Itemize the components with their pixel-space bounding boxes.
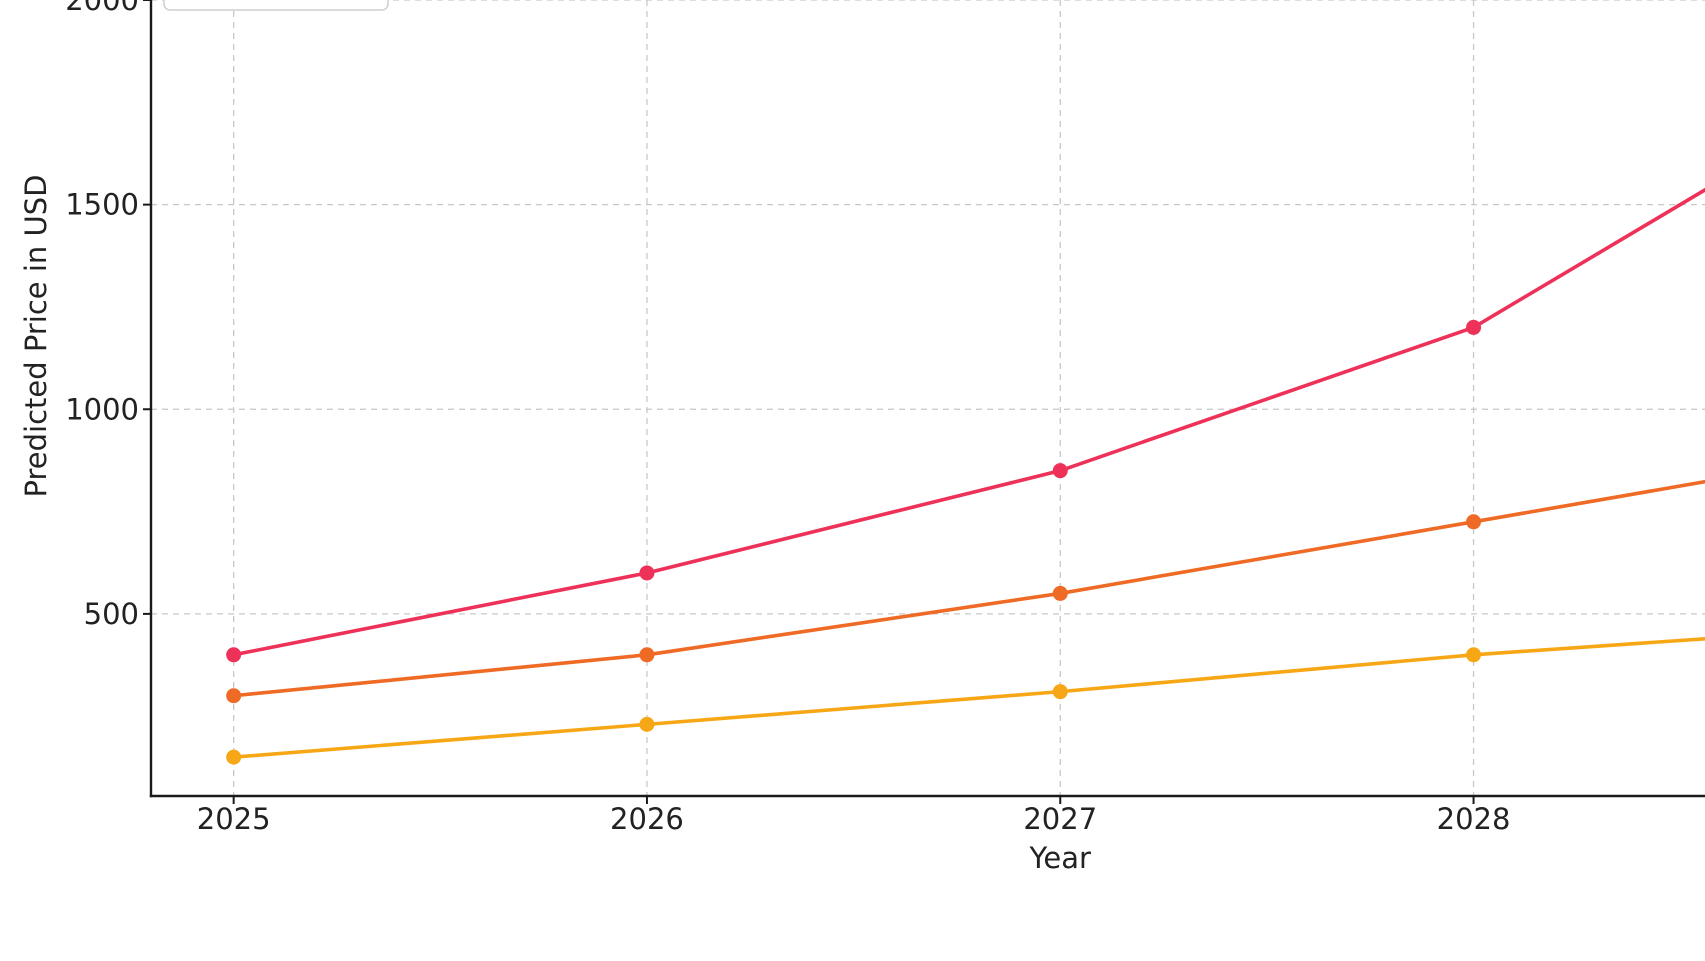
- data-point: [1052, 684, 1068, 700]
- data-point: [639, 647, 655, 663]
- x-tick-label: 2028: [1437, 802, 1511, 836]
- x-tick-label: 2025: [197, 802, 271, 836]
- data-point: [226, 647, 242, 663]
- y-tick-label: 1500: [65, 188, 139, 222]
- x-axis-label: Year: [1029, 841, 1091, 875]
- data-point: [226, 688, 242, 704]
- legend-box: [163, 0, 389, 11]
- x-tick-label: 2026: [610, 802, 684, 836]
- x-tick-label: 2027: [1023, 802, 1097, 836]
- data-point: [639, 716, 655, 732]
- y-tick-label: 2000: [65, 0, 139, 17]
- legend: [163, 0, 389, 11]
- series-line: [231, 187, 1705, 657]
- series-group: [226, 187, 1705, 765]
- series-1: [226, 187, 1705, 663]
- data-point: [1052, 463, 1068, 479]
- series-2: [226, 479, 1705, 704]
- axes: [143, 0, 1705, 804]
- y-tick-label: 1000: [65, 392, 139, 426]
- series-line: [231, 479, 1705, 698]
- grid: [151, 0, 1705, 796]
- tick-labels: 2025 2026 2027 2028 500 1000 1500 2000: [65, 0, 1510, 836]
- data-point: [1466, 514, 1482, 530]
- data-point: [226, 749, 242, 765]
- y-axis-label: Predicted Price in USD: [19, 175, 53, 498]
- data-point: [1466, 319, 1482, 335]
- data-point: [1466, 647, 1482, 663]
- data-point: [1052, 585, 1068, 601]
- series-line: [231, 636, 1705, 759]
- y-tick-label: 500: [84, 597, 139, 631]
- data-point: [639, 565, 655, 581]
- series-3: [226, 636, 1705, 765]
